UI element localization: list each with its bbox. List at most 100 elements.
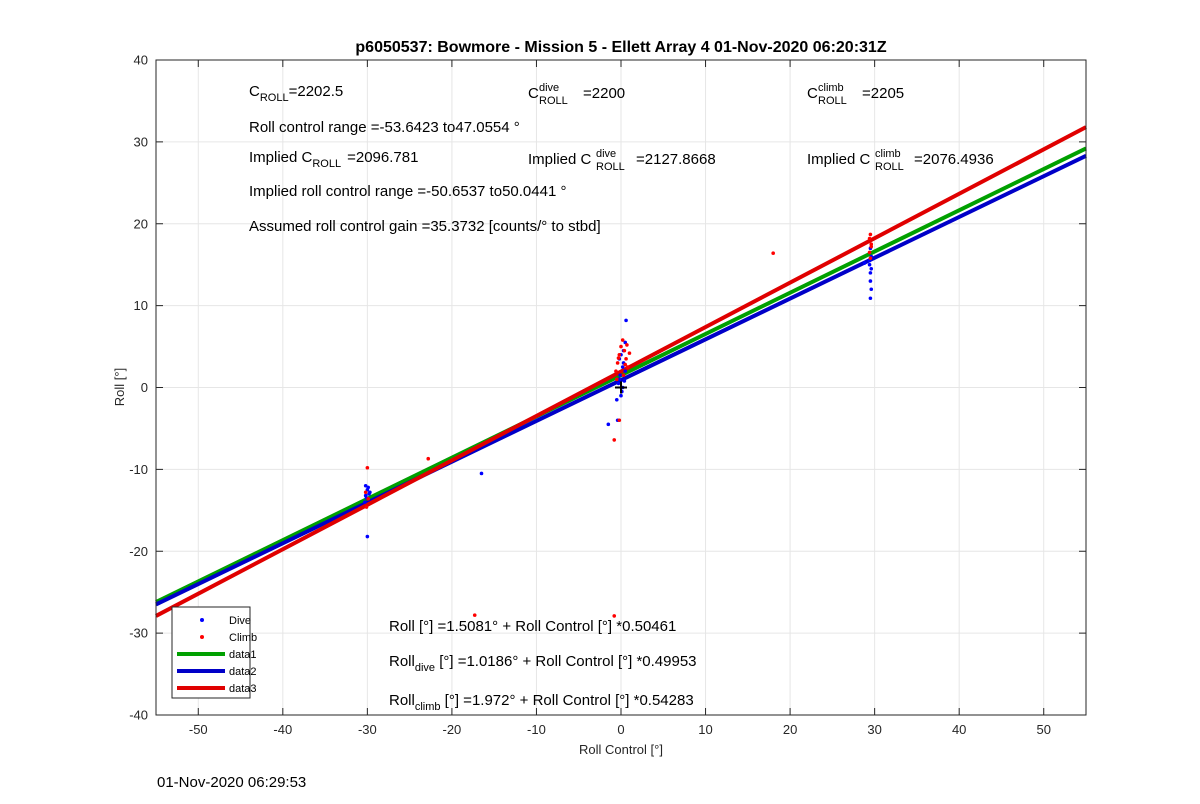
fit-climb-sub: climb (415, 701, 441, 713)
y-tick-label: -20 (129, 544, 148, 559)
fit-dive-sub: dive (415, 662, 435, 674)
implied-croll-sub: ROLL (312, 158, 341, 170)
point-climb (623, 362, 628, 367)
point-climb (612, 438, 617, 442)
legend-data1-label: data1 (229, 649, 257, 661)
point-dive (606, 422, 611, 427)
point-dive (614, 397, 619, 402)
implied-croll-annotation: Implied CROLL =2096.781 (249, 149, 418, 170)
croll-climb-base: C (807, 85, 818, 102)
implied-climb-prefix: Implied C (807, 151, 871, 168)
legend-data3-label: data3 (229, 683, 257, 695)
point-climb (617, 418, 622, 423)
croll-climb-value: =2205 (862, 85, 904, 102)
point-dive (363, 493, 368, 498)
y-tick-label: -30 (129, 626, 148, 641)
point-climb (624, 357, 628, 361)
point-climb (472, 613, 477, 617)
x-tick-label: -10 (527, 722, 546, 737)
fit-line-data2 (155, 153, 1087, 607)
croll-dive-sup: dive (539, 82, 559, 94)
fit-dive-equation: Rolldive [°] =1.0186° + Roll Control [°]… (389, 653, 697, 674)
implied-range-annotation: Implied roll control range =-50.6537 to5… (249, 183, 566, 200)
point-dive (620, 365, 625, 369)
croll-sub: ROLL (260, 92, 289, 104)
point-climb (366, 497, 371, 501)
point-climb (365, 465, 370, 470)
footer-timestamp: 01-Nov-2020 06:29:53 (157, 774, 306, 791)
point-dive (869, 266, 874, 271)
point-climb (426, 456, 431, 461)
x-tick-label: 0 (617, 722, 624, 737)
fit-dive-base: Roll (389, 653, 415, 670)
point-climb (363, 490, 368, 495)
point-dive (363, 500, 367, 504)
croll-climb-sup: climb (818, 82, 844, 94)
point-dive (867, 262, 872, 267)
point-climb (869, 244, 874, 249)
point-climb (614, 369, 618, 373)
implied-dive-sub: ROLL (596, 161, 625, 173)
point-dive (869, 287, 874, 292)
implied-climb-value: =2076.4936 (914, 151, 994, 168)
point-dive (622, 379, 627, 383)
point-dive (366, 485, 371, 490)
point-climb (867, 250, 872, 255)
croll-climb-annotation: C (807, 85, 818, 102)
fit-climb-rest: [°] =1.972° + Roll Control [°] *0.54283 (441, 692, 694, 709)
x-tick-label: 30 (867, 722, 881, 737)
fit-climb-base: Roll (389, 692, 415, 709)
point-dive (617, 377, 622, 382)
croll-base: C (249, 83, 260, 100)
x-tick-label: -20 (443, 722, 462, 737)
y-tick-label: 40 (134, 53, 148, 68)
point-climb (616, 356, 621, 360)
implied-climb-sup: climb (875, 148, 901, 160)
y-axis-label: Roll [°] (112, 368, 127, 406)
fit-climb-equation: Rollclimb [°] =1.972° + Roll Control [°]… (389, 692, 694, 713)
point-dive (365, 534, 370, 539)
point-climb (625, 365, 630, 369)
point-climb (617, 352, 622, 357)
y-tick-label: 0 (141, 380, 148, 395)
implied-climb-sub: ROLL (875, 161, 904, 173)
point-climb (612, 614, 617, 618)
point-climb (364, 505, 369, 509)
legend: Dive Climb data1 data2 data3 (171, 606, 257, 699)
y-tick-label: -10 (129, 462, 148, 477)
implied-croll-value: =2096.781 (347, 149, 418, 166)
x-tick-label: 50 (1036, 722, 1050, 737)
legend-climb-label: Climb (229, 632, 257, 644)
gain-annotation: Assumed roll control gain =35.3732 [coun… (249, 218, 601, 235)
point-dive (868, 296, 873, 301)
point-dive (616, 381, 621, 386)
legend-dive-label: Dive (229, 615, 251, 627)
croll-dive-annotation: C (528, 85, 539, 102)
x-axis-ticks: -50 -40 -30 -20 -10 0 10 20 30 40 50 (189, 60, 1051, 737)
legend-data2-label: data2 (229, 666, 257, 678)
implied-dive-sup: dive (596, 148, 616, 160)
x-tick-label: -30 (358, 722, 377, 737)
implied-dive-prefix: Implied C (528, 151, 592, 168)
implied-dive-value: =2127.8668 (636, 151, 716, 168)
fit-all-equation: Roll [°] =1.5081° + Roll Control [°] *0.… (389, 618, 676, 635)
y-tick-label: 20 (134, 216, 148, 231)
point-dive (623, 369, 628, 373)
y-tick-label: 30 (134, 134, 148, 149)
point-climb (625, 343, 629, 347)
croll-dive-base: C (528, 85, 539, 102)
point-climb (868, 232, 873, 237)
legend-dive-marker (200, 618, 204, 622)
point-climb (620, 338, 625, 342)
y-axis-ticks: -40 -30 -20 -10 0 10 20 30 40 (129, 53, 1086, 723)
croll-dive-value: =2200 (583, 85, 625, 102)
point-dive (618, 373, 622, 378)
point-dive (862, 261, 867, 265)
point-dive (479, 471, 484, 476)
range-annotation: Roll control range =-53.6423 to47.0554 ° (249, 119, 520, 136)
point-climb (621, 373, 626, 378)
point-dive (619, 393, 623, 398)
x-tick-label: 40 (952, 722, 966, 737)
x-tick-label: -50 (189, 722, 208, 737)
fit-dive-rest: [°] =1.0186° + Roll Control [°] *0.49953 (435, 653, 697, 670)
